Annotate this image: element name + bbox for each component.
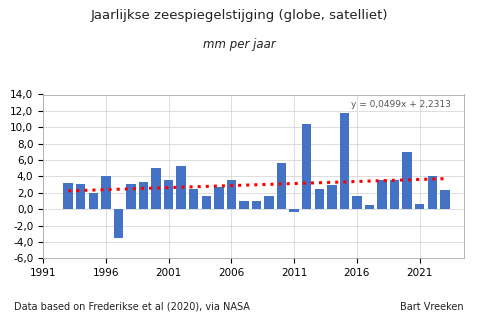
- Bar: [189, 189, 198, 209]
- Bar: [239, 201, 249, 209]
- Bar: [164, 180, 174, 209]
- Bar: [302, 124, 311, 209]
- Bar: [101, 175, 110, 209]
- Bar: [315, 189, 324, 209]
- Text: Data based on Frederikse et al (2020), via NASA: Data based on Frederikse et al (2020), v…: [14, 302, 250, 312]
- Bar: [427, 175, 437, 209]
- Bar: [340, 112, 349, 209]
- Bar: [64, 183, 73, 209]
- Bar: [152, 168, 161, 209]
- Bar: [277, 163, 286, 209]
- Bar: [227, 180, 236, 209]
- Bar: [202, 196, 211, 209]
- Bar: [440, 190, 449, 209]
- Bar: [415, 204, 424, 209]
- Bar: [126, 184, 136, 209]
- Bar: [139, 182, 148, 209]
- Bar: [214, 187, 224, 209]
- Text: Bart Vreeken: Bart Vreeken: [400, 302, 464, 312]
- Bar: [290, 209, 299, 212]
- Text: y = 0,0499x + 2,2313: y = 0,0499x + 2,2313: [351, 100, 451, 109]
- Bar: [365, 205, 374, 209]
- Bar: [377, 180, 387, 209]
- Text: mm per jaar: mm per jaar: [203, 38, 275, 51]
- Text: Jaarlijkse zeespiegelstijging (globe, satelliet): Jaarlijkse zeespiegelstijging (globe, sa…: [90, 9, 388, 22]
- Bar: [352, 196, 362, 209]
- Bar: [264, 196, 274, 209]
- Bar: [76, 184, 86, 209]
- Bar: [88, 193, 98, 209]
- Bar: [327, 185, 337, 209]
- Bar: [402, 152, 412, 209]
- Bar: [176, 166, 186, 209]
- Bar: [390, 180, 399, 209]
- Bar: [114, 209, 123, 238]
- Bar: [252, 201, 261, 209]
